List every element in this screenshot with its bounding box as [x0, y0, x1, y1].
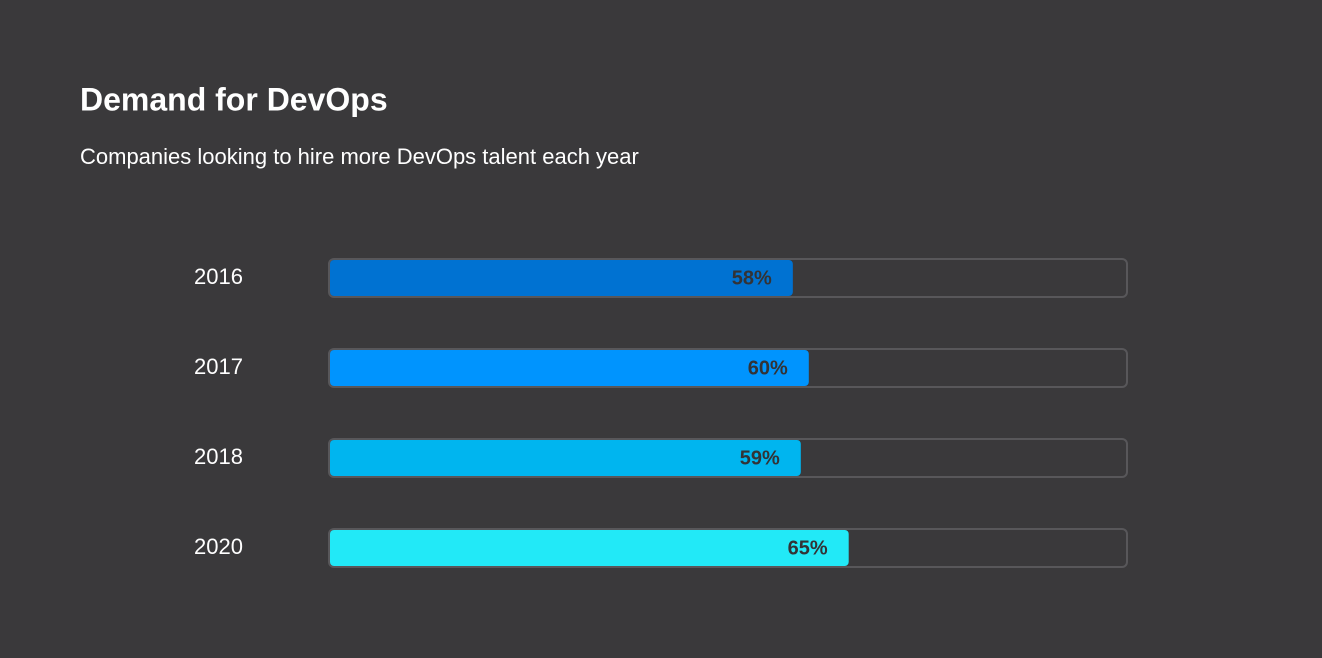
category-label: 2016	[194, 264, 243, 289]
category-label: 2020	[194, 534, 243, 559]
bar	[330, 530, 849, 566]
category-label: 2017	[194, 354, 243, 379]
value-label: 65%	[788, 537, 828, 559]
bar	[330, 440, 801, 476]
bar-track	[328, 348, 1128, 388]
value-label: 58%	[732, 267, 772, 289]
category-label: 2018	[194, 444, 243, 469]
chart-subtitle: Companies looking to hire more DevOps ta…	[80, 144, 639, 169]
bar	[330, 350, 809, 386]
bar-track	[328, 528, 1128, 568]
bar-track	[328, 438, 1128, 478]
bar	[330, 260, 793, 296]
value-label: 60%	[748, 357, 788, 379]
chart-title: Demand for DevOps	[80, 81, 388, 117]
bar-track	[328, 258, 1128, 298]
value-label: 59%	[740, 447, 780, 469]
